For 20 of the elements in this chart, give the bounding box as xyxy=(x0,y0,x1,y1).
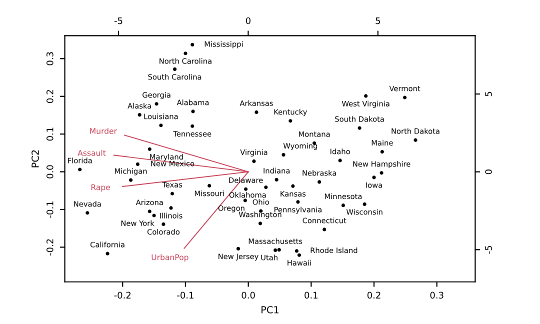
x-tick-label: -0.1 xyxy=(177,292,194,299)
x-tick-label: 0.0 xyxy=(242,292,255,299)
x2-tick-label: -5 xyxy=(114,17,122,24)
y-tick-label: 0.1 xyxy=(46,128,54,141)
y-axis-title: PC2 xyxy=(32,150,39,168)
y-tick-label: 0.0 xyxy=(46,165,54,178)
y2-tick-label: 0 xyxy=(485,170,492,174)
x-tick-label: -0.2 xyxy=(114,292,131,299)
y2-tick-label: 5 xyxy=(485,92,492,96)
y-tick-label: -0.2 xyxy=(46,239,54,256)
y-tick-label: -0.1 xyxy=(46,202,54,218)
y-tick-label: 0.2 xyxy=(46,90,54,103)
x-tick-label: 0.2 xyxy=(367,292,380,299)
y2-tick-label: -5 xyxy=(485,246,492,254)
x2-tick-label: 0 xyxy=(246,17,250,24)
y-tick-label: 0.3 xyxy=(46,52,54,66)
x-tick-label: 0.1 xyxy=(304,292,318,299)
x-tick-label: 0.3 xyxy=(430,292,444,299)
x-axis-title: PC1 xyxy=(262,306,279,314)
x2-tick-label: 5 xyxy=(376,17,380,24)
